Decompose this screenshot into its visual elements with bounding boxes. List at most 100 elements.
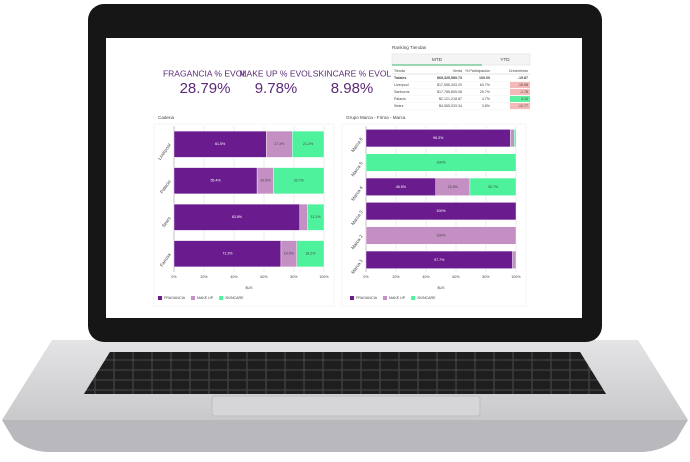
value-label: 96.3% <box>433 136 444 140</box>
table-cell: $17,785,805.08 <box>437 90 462 94</box>
table-cell: 3.15 <box>521 97 528 101</box>
chart-title: Grupo Marca - Firma - Marca <box>346 115 406 120</box>
table-cell: $17,555,343.20 <box>437 83 462 87</box>
table-cell: Palacio <box>394 97 406 101</box>
bar-segment <box>266 130 293 158</box>
bar-segment <box>273 167 325 195</box>
table-cell: -15.98 <box>518 83 528 87</box>
bar-segment <box>365 153 517 172</box>
cell-highlight <box>510 89 530 95</box>
legend-label: MAKE UP <box>197 296 214 300</box>
cell-highlight <box>510 96 530 102</box>
value-label: 10.5% <box>284 252 295 256</box>
legend-swatch <box>411 296 416 300</box>
bar-segment <box>173 130 267 158</box>
chart-frame <box>341 123 527 307</box>
legend-label: SKINCARE <box>225 296 244 300</box>
kpi-label: SKINCARE % EVOL <box>313 68 392 78</box>
kpi-value: 8.98% <box>331 80 374 97</box>
legend-label: SKINCARE <box>417 296 436 300</box>
x-tick-label: 40% <box>230 275 238 279</box>
bar-segment <box>296 240 325 268</box>
value-label: 83.8% <box>232 215 243 219</box>
value-label: 97.7% <box>434 258 445 262</box>
x-tick-label: 100% <box>511 275 521 279</box>
bar-segment <box>173 203 300 231</box>
value-label: 17.3% <box>274 142 285 146</box>
laptop-edge <box>2 420 688 452</box>
table-cell: -19.87 <box>518 76 528 80</box>
value-label: 100% <box>436 233 446 237</box>
cell-highlight <box>510 82 530 88</box>
table-cell: $2,121,218.87 <box>439 97 462 101</box>
table-cell: Sears <box>394 104 404 108</box>
cell-highlight <box>510 103 530 109</box>
keyboard-keys <box>84 352 606 394</box>
chart-title: Cadena <box>158 115 175 120</box>
table-cell: $4,065,033.34 <box>439 104 462 108</box>
column-header: Venta <box>453 69 462 73</box>
table-cell: 25.7% <box>480 90 491 94</box>
tab[interactable]: YTD <box>500 57 510 62</box>
value-label: 11.2% <box>311 215 322 219</box>
x-tick-label: 0% <box>363 275 369 279</box>
table-cell: 63.7% <box>480 83 491 87</box>
bar-segment <box>292 130 325 158</box>
column-header: % Participación <box>465 69 490 73</box>
legend-label: FRAGANCIA <box>356 296 378 300</box>
x-tick-label: 20% <box>200 275 208 279</box>
chart-frame <box>153 123 335 307</box>
value-label: 22.8% <box>448 185 459 189</box>
legend-swatch <box>219 296 224 300</box>
column-header: Crecimiento <box>509 69 528 73</box>
value-label: 100% <box>436 209 446 213</box>
x-tick-label: 40% <box>422 275 430 279</box>
table-cell: Sanborns <box>394 90 410 94</box>
table-cell: 4.7% <box>482 97 491 101</box>
legend-swatch <box>190 296 195 300</box>
value-label: 30.7% <box>488 185 499 189</box>
table-cell: -12.77 <box>518 104 528 108</box>
bar-segment <box>365 202 517 221</box>
bar-segment <box>173 167 258 195</box>
legend-label: MAKE UP <box>389 296 406 300</box>
table-cell: Totales <box>394 76 406 80</box>
kpi-value: 9.78% <box>255 80 298 97</box>
bar-segment <box>512 250 517 269</box>
bar-segment <box>365 226 517 245</box>
value-label: 46.5% <box>396 185 407 189</box>
x-tick-label: 80% <box>482 275 490 279</box>
table-cell: $69,325,589.73 <box>437 76 462 80</box>
bar-segment <box>514 129 517 148</box>
kpi-label: FRAGANCIA % EVOL <box>163 68 247 78</box>
value-label: 55.4% <box>210 179 221 183</box>
tab[interactable]: MTD <box>432 57 443 62</box>
legend-swatch <box>350 296 354 300</box>
value-label: 18.2% <box>305 252 316 256</box>
value-label: 10.9% <box>260 179 271 183</box>
value-label: 61.5% <box>215 142 226 146</box>
bar-segment <box>469 177 517 196</box>
y-tick-label: Sears <box>161 215 172 228</box>
legend-label: FRAGANCIA <box>164 296 186 300</box>
legend-swatch <box>158 296 162 300</box>
value-label: 33.7% <box>294 179 305 183</box>
x-tick-label: 60% <box>260 275 268 279</box>
value-label: 21.2% <box>303 142 314 146</box>
column-header: Tienda <box>394 69 405 73</box>
bar-segment <box>173 240 282 268</box>
kpi-label: MAKE UP % EVOL <box>239 68 312 78</box>
x-tick-label: 20% <box>392 275 400 279</box>
legend-swatch <box>382 296 387 300</box>
bar-segment <box>299 203 308 231</box>
table-cell: -1.78 <box>520 90 528 94</box>
x-tick-label: 0% <box>171 275 177 279</box>
table-title: Ranking Tiendas <box>392 45 427 50</box>
touchpad <box>211 395 481 417</box>
table-cell: 100.00 <box>479 76 490 80</box>
kpi-value: 28.79% <box>180 80 231 97</box>
x-tick-label: 60% <box>452 275 460 279</box>
bar-segment <box>510 129 515 148</box>
x-tick-label: 100% <box>319 275 329 279</box>
